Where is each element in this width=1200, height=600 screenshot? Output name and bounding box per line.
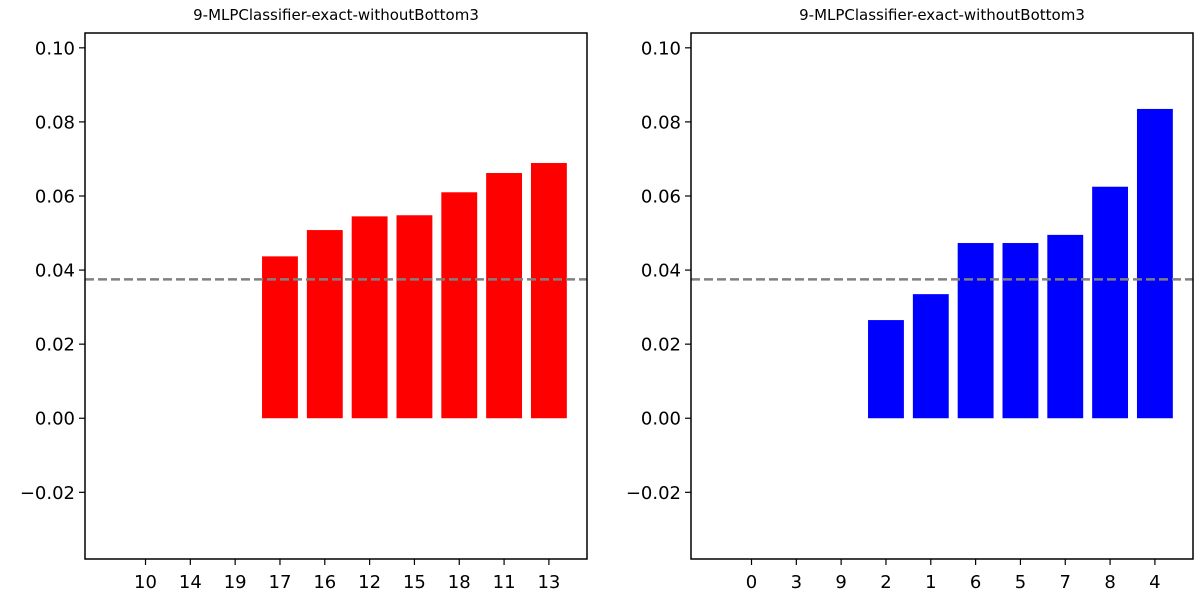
right-chart: −0.02 0.00 0.02 0.04 0.06 0.08 0.10 0 3 9 2 1 6 5 7 8 4 9… xyxy=(626,6,1194,593)
right-bar-4 xyxy=(1136,108,1173,419)
left-xtick-label: 10 xyxy=(134,572,157,593)
left-xtick-label: 12 xyxy=(358,572,381,593)
left-ytick-label: −0.02 xyxy=(20,483,75,504)
right-xtick-label: 6 xyxy=(970,572,981,593)
right-bar-5 xyxy=(1002,243,1039,419)
left-bar-12 xyxy=(351,216,388,419)
right-bar-6 xyxy=(957,243,994,419)
left-ytick-label: 0.08 xyxy=(35,112,75,133)
left-bar-11 xyxy=(486,173,523,419)
right-ytick-label: 0.04 xyxy=(641,261,681,282)
right-ytick-label: 0.00 xyxy=(641,409,681,430)
right-xtick-label: 1 xyxy=(925,572,936,593)
left-bar-16 xyxy=(306,230,343,419)
right-xtick-label: 0 xyxy=(746,572,757,593)
left-ytick-label: 0.04 xyxy=(35,261,75,282)
right-xtick-label: 2 xyxy=(880,572,891,593)
left-xtick-label: 16 xyxy=(313,572,336,593)
right-ytick-label: 0.02 xyxy=(641,335,681,356)
left-chart: −0.02 0.00 0.02 0.04 0.06 0.08 0.10 10 14 19 17 16 1… xyxy=(20,6,588,593)
left-bar-13 xyxy=(530,163,567,419)
right-ytick-label: 0.08 xyxy=(641,112,681,133)
right-ytick-label: 0.06 xyxy=(641,186,681,207)
left-ytick-label: 0.02 xyxy=(35,335,75,356)
left-ytick-label: 0.06 xyxy=(35,186,75,207)
right-bar-7 xyxy=(1047,234,1084,419)
left-xtick-label: 15 xyxy=(403,572,426,593)
left-bar-15 xyxy=(396,215,433,419)
right-xtick-label: 3 xyxy=(791,572,802,593)
right-axes-frame xyxy=(690,32,1194,560)
right-xtick-label: 5 xyxy=(1015,572,1026,593)
left-xtick-label: 17 xyxy=(269,572,292,593)
right-xtick-label: 7 xyxy=(1060,572,1071,593)
left-bar-17 xyxy=(262,256,298,419)
left-chart-title: 9-MLPClassifier-exact-withoutBottom3 xyxy=(193,6,479,24)
right-ytick-label: 0.10 xyxy=(641,38,681,59)
left-bar-18 xyxy=(441,192,478,419)
right-bar-2 xyxy=(868,320,904,419)
left-ytick-label: 0.10 xyxy=(35,38,75,59)
right-ytick-label: −0.02 xyxy=(626,483,681,504)
left-ytick-label: 0.00 xyxy=(35,409,75,430)
right-xtick-label: 8 xyxy=(1104,572,1115,593)
left-xtick-label: 19 xyxy=(224,572,247,593)
right-bar-1 xyxy=(912,294,949,419)
right-xtick-label: 9 xyxy=(835,572,846,593)
right-chart-title: 9-MLPClassifier-exact-withoutBottom3 xyxy=(799,6,1085,24)
left-xtick-label: 14 xyxy=(179,572,202,593)
left-xtick-label: 18 xyxy=(448,572,471,593)
left-xtick-label: 11 xyxy=(493,572,516,593)
right-bar-8 xyxy=(1092,186,1129,419)
left-xtick-label: 13 xyxy=(537,572,560,593)
right-xtick-label: 4 xyxy=(1149,572,1160,593)
left-axes-frame xyxy=(84,32,588,560)
